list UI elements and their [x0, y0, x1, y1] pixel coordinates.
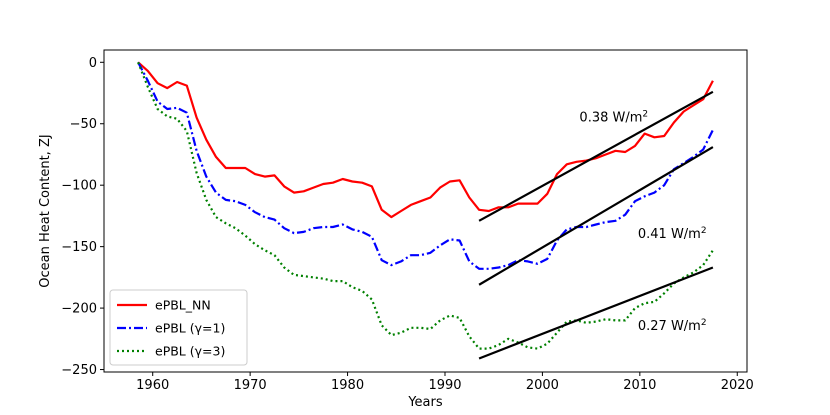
- trend-epbl-nn: [478, 90, 714, 222]
- x-tick-label: 2020: [721, 378, 754, 393]
- y-tick-label: −150: [61, 240, 97, 255]
- x-tick-label: 1970: [234, 378, 267, 393]
- y-tick-label: −100: [61, 179, 97, 194]
- annotation-trend-gamma3: 0.27 W/m2: [638, 318, 707, 334]
- legend-label-0: ePBL_NN: [155, 298, 211, 313]
- x-tick-label: 1980: [331, 378, 364, 393]
- annotation-trend-gamma1: 0.41 W/m2: [638, 226, 707, 242]
- series-line-1: [137, 61, 714, 270]
- legend-box: [109, 289, 248, 366]
- x-tick-label: 1960: [136, 378, 169, 393]
- legend: ePBL_NN ePBL (γ=1) ePBL (γ=3): [109, 289, 248, 366]
- x-axis-label: Years: [407, 395, 443, 410]
- series-layer: [137, 61, 714, 350]
- y-axis-label: Ocean Heat Content, ZJ: [38, 134, 53, 287]
- x-tick-label: 2000: [526, 378, 559, 393]
- y-tick-label: −250: [61, 363, 97, 378]
- y-tick-label: 0: [89, 56, 97, 71]
- series-line-0: [137, 61, 714, 219]
- trend-epbl-gamma3: [478, 266, 714, 360]
- trend-epbl-gamma1: [478, 146, 714, 286]
- axes-frame: [103, 49, 748, 373]
- y-tick-label: −200: [61, 302, 97, 317]
- x-tick-label: 1990: [428, 378, 461, 393]
- legend-label-1: ePBL (γ=1): [155, 321, 225, 336]
- x-tick-label: 2010: [623, 378, 656, 393]
- y-tick-label: −50: [70, 117, 97, 132]
- series-line-2: [137, 61, 714, 350]
- annotation-trend-nn: 0.38 W/m2: [579, 109, 648, 125]
- annotations: 0.38 W/m2 0.41 W/m2 0.27 W/m2: [579, 109, 706, 334]
- trend-layer: [478, 90, 714, 360]
- axes: 1960 1970 1980 1990 2000 2010 2020 0 −50 −100 −150…: [61, 49, 754, 393]
- legend-label-2: ePBL (γ=3): [155, 344, 225, 359]
